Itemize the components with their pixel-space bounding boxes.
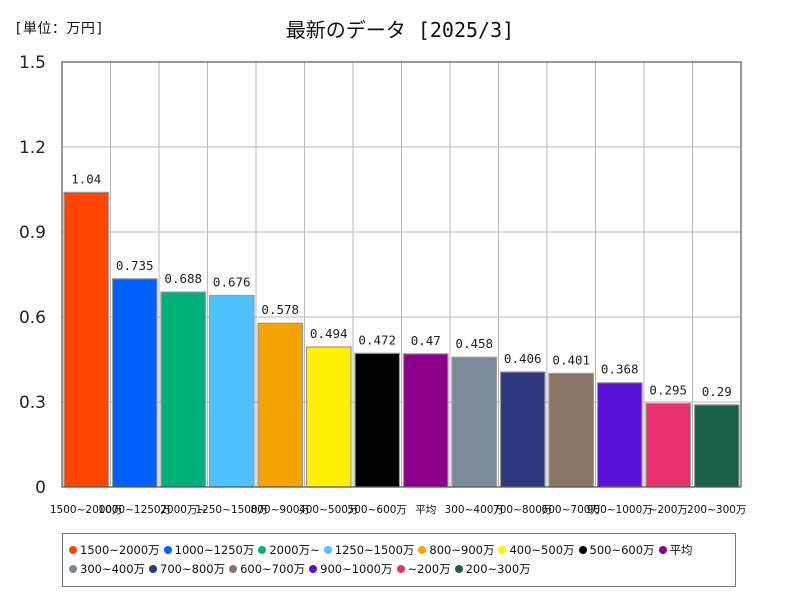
unit-label: [単位：万円] xyxy=(14,21,105,37)
data-label: 0.458 xyxy=(455,336,493,351)
y-tick-label: 1.2 xyxy=(19,138,46,158)
legend-marker xyxy=(69,564,77,573)
x-tick-label: 800~900万 xyxy=(251,504,310,516)
data-label: 0.735 xyxy=(116,258,154,273)
x-tick-label: 1000~1250万 xyxy=(98,504,171,516)
x-tick-label: 200~300万 xyxy=(687,504,746,516)
data-label: 0.406 xyxy=(504,351,542,366)
legend-label: 700~800万 xyxy=(160,561,226,576)
legend-label: 平均 xyxy=(669,542,693,557)
legend-marker xyxy=(454,564,463,573)
legend-item: 1000~1250万 xyxy=(163,540,255,559)
bar xyxy=(451,356,498,488)
bar xyxy=(354,352,401,488)
y-tick-label: 0.3 xyxy=(19,393,46,413)
chart-title: 最新のデータ [2025/3] xyxy=(285,18,515,42)
legend-marker xyxy=(323,545,332,554)
bar xyxy=(257,322,304,488)
legend-marker xyxy=(396,564,405,573)
legend-item: 200~300万 xyxy=(454,559,531,578)
legend-label: 900~1000万 xyxy=(320,561,393,576)
x-tick-label: 1250~1500万 xyxy=(195,504,268,516)
data-label: 1.04 xyxy=(71,171,101,186)
legend-marker xyxy=(658,545,667,554)
legend-label: 300~400万 xyxy=(80,561,146,576)
plot-border xyxy=(61,61,742,488)
legend-label: 600~700万 xyxy=(240,561,306,576)
legend-label: 1500~2000万 xyxy=(80,542,160,557)
x-tick-label: 500~600万 xyxy=(348,504,407,516)
legend-label: 500~600万 xyxy=(589,542,655,557)
legend-marker xyxy=(258,545,267,554)
legend-label: 2000万~ xyxy=(269,542,320,557)
data-label: 0.401 xyxy=(552,352,590,367)
legend-label: 800~900万 xyxy=(429,542,495,557)
bar xyxy=(111,278,158,488)
legend-item: ~200万 xyxy=(396,559,451,578)
legend-marker xyxy=(498,545,507,554)
bar xyxy=(499,371,546,488)
x-tick-label: 600~700万 xyxy=(542,504,601,516)
y-tick-label: 0.9 xyxy=(19,223,46,243)
legend-item: 平均 xyxy=(658,540,693,559)
x-tick-label: 400~500万 xyxy=(299,504,358,516)
legend-label: 200~300万 xyxy=(465,561,531,576)
bar xyxy=(160,291,207,488)
data-label: 0.295 xyxy=(649,382,687,397)
legend-marker xyxy=(163,545,172,554)
legend-item: 1500~2000万 xyxy=(69,540,160,559)
bar xyxy=(596,382,643,488)
y-tick-label: 0 xyxy=(35,478,46,498)
x-tick-label: 300~400万 xyxy=(445,504,504,516)
data-label: 0.676 xyxy=(213,274,251,289)
legend: 1500~2000万 1000~1250万 2000万~ 1250~1500万 800~… xyxy=(62,533,736,587)
bar xyxy=(645,402,692,488)
legend-item: 400~500万 xyxy=(498,540,575,559)
legend-item: 600~700万 xyxy=(229,559,305,578)
data-label: 0.494 xyxy=(310,326,348,341)
bar xyxy=(693,404,740,488)
legend-item: 800~900万 xyxy=(418,540,494,559)
legend-item: 500~600万 xyxy=(578,540,655,559)
x-tick-label: 2000万~ xyxy=(160,504,206,516)
legend-label: 1250~1500万 xyxy=(334,542,415,557)
x-tick-label: 1500~2000万 xyxy=(50,504,123,516)
legend-item: 300~400万 xyxy=(69,559,145,578)
legend-label: ~200万 xyxy=(407,561,451,576)
legend-label: 400~500万 xyxy=(509,542,575,557)
legend-marker xyxy=(149,564,158,573)
data-label: 0.47 xyxy=(411,333,441,348)
x-tick-label: 平均 xyxy=(415,504,436,516)
legend-marker xyxy=(309,564,318,573)
x-tick-label: 900~1000万 xyxy=(587,504,653,516)
legend-marker xyxy=(229,564,238,573)
bar xyxy=(548,372,595,488)
legend-marker xyxy=(418,545,427,554)
legend-marker xyxy=(69,545,77,554)
y-tick-label: 1.5 xyxy=(19,53,46,73)
data-label: 0.578 xyxy=(261,302,299,317)
bar xyxy=(305,346,352,488)
data-label: 0.472 xyxy=(358,332,396,347)
data-label: 0.368 xyxy=(601,362,639,377)
y-tick-label: 0.6 xyxy=(19,308,46,328)
data-label: 0.29 xyxy=(702,384,732,399)
legend-marker xyxy=(578,545,587,554)
bar xyxy=(208,294,255,488)
x-tick-label: ~200万 xyxy=(649,504,688,516)
legend-item: 1250~1500万 xyxy=(323,540,415,559)
x-tick-label: 700~800万 xyxy=(493,504,552,516)
bar xyxy=(63,191,110,488)
legend-item: 900~1000万 xyxy=(309,559,393,578)
legend-item: 2000万~ xyxy=(258,540,320,559)
data-label: 0.688 xyxy=(164,271,202,286)
bar xyxy=(402,353,449,488)
legend-item: 700~800万 xyxy=(149,559,225,578)
legend-label: 1000~1250万 xyxy=(174,542,255,557)
